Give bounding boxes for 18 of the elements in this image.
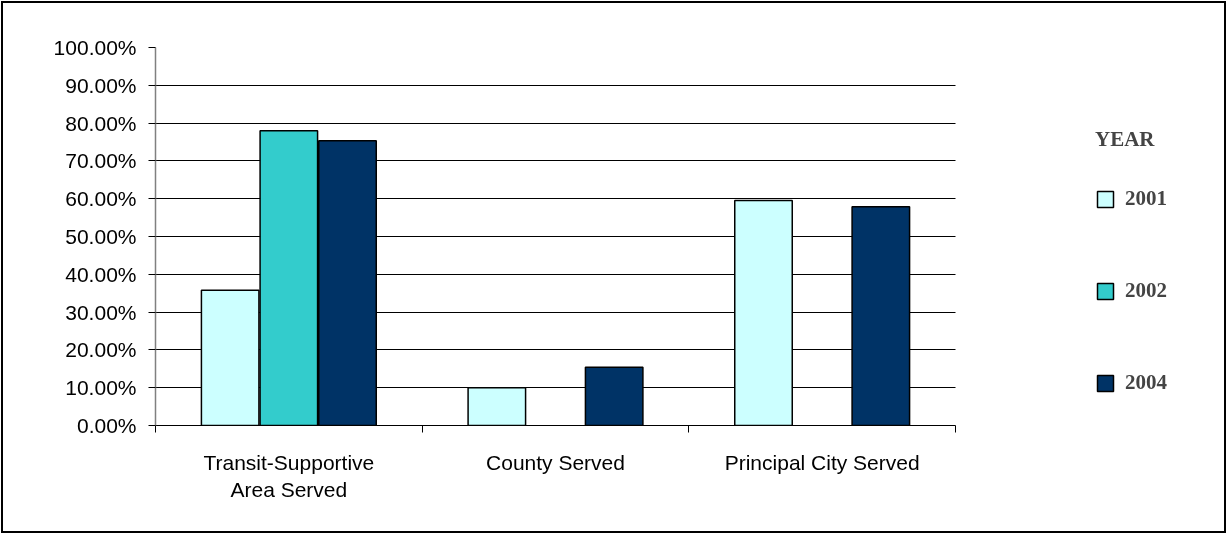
y-tick-label: 20.00%: [65, 338, 137, 362]
y-tick-label: 70.00%: [65, 149, 137, 173]
y-tick-label: 90.00%: [65, 73, 137, 97]
x-tick-label: Transit-Supportive Area Served: [203, 450, 375, 502]
y-tick-label: 60.00%: [65, 187, 137, 211]
x-tick-label: County Served: [486, 450, 625, 474]
y-tick-label: 50.00%: [65, 225, 137, 248]
y-tick-label: 30.00%: [65, 300, 137, 324]
y-tick-label: 10.00%: [65, 376, 137, 400]
y-tick-label: 100.00%: [53, 36, 137, 59]
legend-label: 2004: [1125, 370, 1167, 395]
legend-title: YEAR: [1095, 127, 1156, 152]
x-tick-label: Principal City Served: [724, 450, 920, 474]
y-tick-label: 80.00%: [65, 111, 137, 135]
legend-label: 2002: [1125, 278, 1167, 303]
legend-label: 2001: [1125, 186, 1167, 211]
y-tick-label: 0.00%: [76, 414, 137, 437]
y-tick-label: 40.00%: [65, 262, 137, 286]
